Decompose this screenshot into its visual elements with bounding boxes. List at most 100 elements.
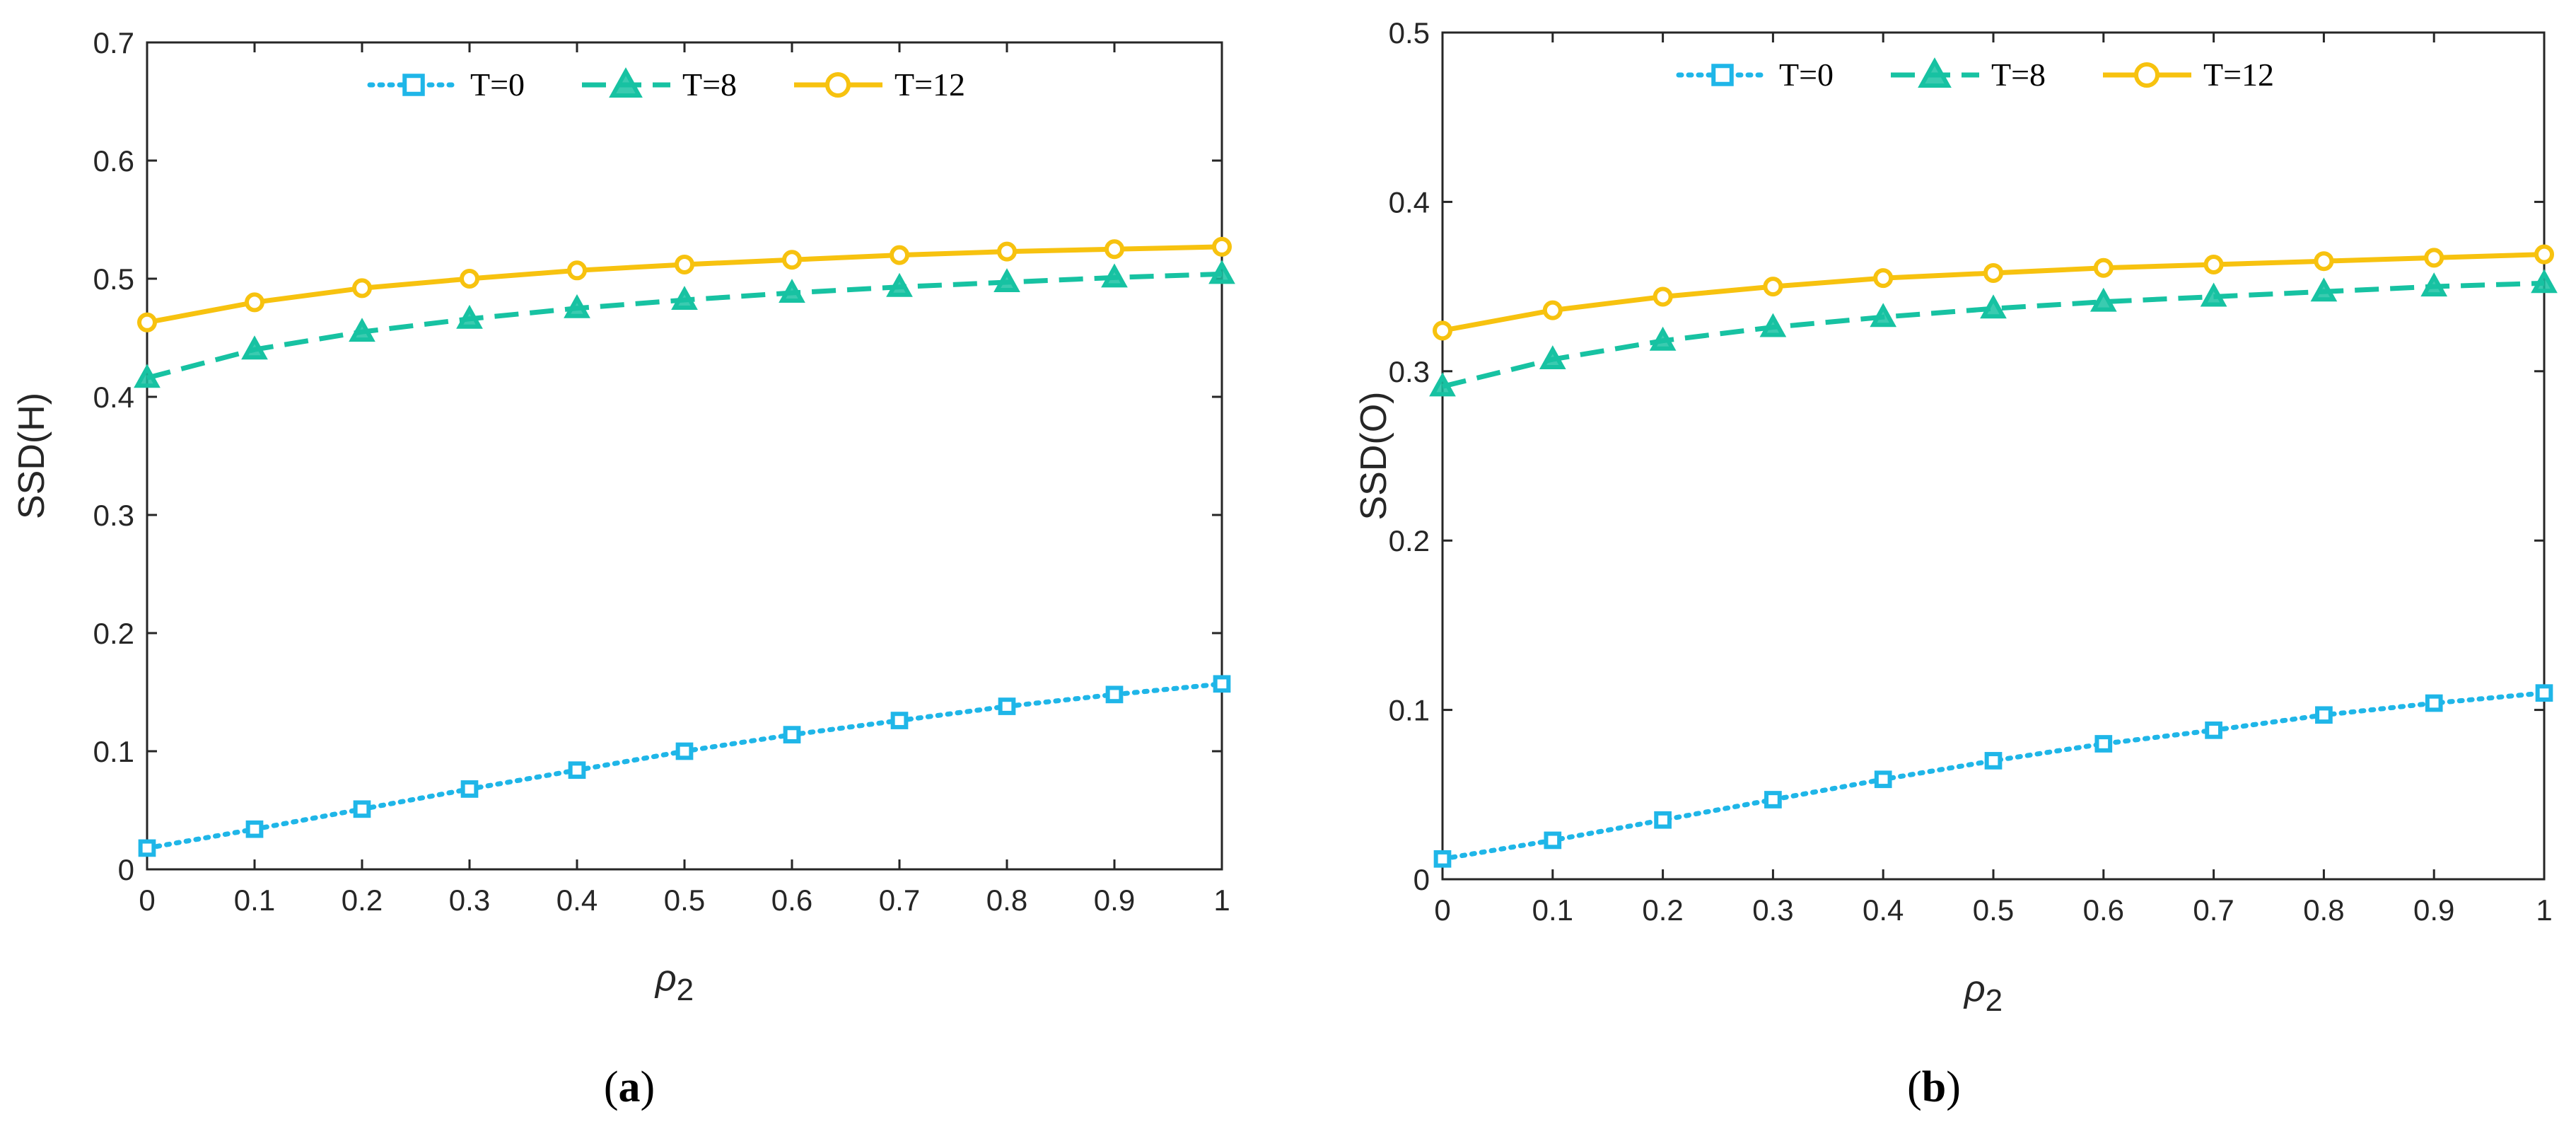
x-tick-label: 0.1 xyxy=(1532,893,1573,927)
y-tick-label: 0.6 xyxy=(93,144,134,178)
x-tick-label: 0.8 xyxy=(986,883,1027,917)
data-point xyxy=(1653,286,1673,307)
data-point xyxy=(2093,257,2114,278)
data-point xyxy=(2314,251,2334,272)
data-point xyxy=(2535,684,2553,702)
data-point xyxy=(886,272,913,297)
x-tick-label: 0.6 xyxy=(771,883,812,917)
y-tick-label: 0.4 xyxy=(93,381,134,414)
legend-label: T=12 xyxy=(2203,57,2274,93)
data-point xyxy=(2534,244,2554,265)
legend-label: T=0 xyxy=(1779,57,1834,93)
x-tick-label: 0.2 xyxy=(1642,893,1683,927)
legend-label: T=0 xyxy=(470,66,525,103)
data-point xyxy=(1980,294,2007,319)
data-point xyxy=(671,286,698,311)
data-point xyxy=(1654,811,1672,829)
data-point xyxy=(1433,320,1452,341)
data-point xyxy=(1101,263,1128,288)
data-point xyxy=(349,318,375,342)
data-point xyxy=(353,800,371,818)
x-tick-label: 0.2 xyxy=(342,883,383,917)
data-point xyxy=(890,245,909,265)
y-tick-label: 0.2 xyxy=(93,617,134,650)
data-point xyxy=(1544,831,1562,850)
legend: T=0 T=8 T=12 xyxy=(367,66,965,103)
data-point xyxy=(2310,277,2338,302)
x-tick-label: 0.5 xyxy=(1973,893,2014,927)
y-tick-label: 0.3 xyxy=(1389,355,1430,388)
data-point xyxy=(782,250,802,270)
data-point xyxy=(1873,268,1894,289)
data-point xyxy=(1649,326,1677,351)
data-point xyxy=(675,742,694,760)
y-axis-label: SSD(O) xyxy=(1353,392,1394,521)
x-tick-label: 0.6 xyxy=(2083,893,2124,927)
x-tick-label: 0 xyxy=(1434,893,1450,927)
legend-marker xyxy=(825,72,851,98)
data-point xyxy=(2203,254,2224,274)
data-point xyxy=(1983,262,2003,283)
legend-marker xyxy=(402,74,425,96)
x-tick-label: 0.7 xyxy=(879,883,920,917)
y-tick-label: 0.5 xyxy=(1389,16,1430,50)
plot-area xyxy=(1441,31,2546,881)
data-point xyxy=(1208,260,1235,284)
data-point xyxy=(245,820,264,838)
legend-marker xyxy=(1711,64,1734,86)
data-point xyxy=(2205,721,2222,739)
legend-label: T=8 xyxy=(682,66,737,103)
data-point xyxy=(134,364,161,388)
x-tick-label: 0.7 xyxy=(2193,893,2234,927)
legend-marker xyxy=(1918,57,1952,88)
data-point xyxy=(1429,372,1456,397)
data-point xyxy=(2425,694,2443,712)
y-tick-label: 0.5 xyxy=(93,262,134,296)
y-tick-label: 0.1 xyxy=(93,735,134,768)
data-point xyxy=(2424,248,2444,268)
x-tick-label: 0.1 xyxy=(234,883,275,917)
data-point xyxy=(1763,277,1783,297)
data-point xyxy=(675,254,694,274)
data-point xyxy=(137,312,157,332)
data-point xyxy=(2531,269,2558,294)
legend-marker xyxy=(609,67,643,98)
data-point xyxy=(241,335,268,360)
data-point xyxy=(1870,303,1897,328)
data-point xyxy=(567,260,587,281)
caption-a: (a) xyxy=(604,1063,655,1111)
x-tick-label: 0.3 xyxy=(449,883,490,917)
x-tick-label: 1 xyxy=(2536,893,2552,927)
data-point xyxy=(1539,345,1566,370)
data-point xyxy=(890,712,909,729)
data-point xyxy=(2420,272,2448,297)
plot-area xyxy=(146,41,1223,871)
x-axis-label: ρ2 xyxy=(1963,968,2003,1018)
y-tick-label: 0.3 xyxy=(93,499,134,532)
data-point xyxy=(779,279,805,303)
data-point xyxy=(2200,282,2227,307)
x-axis-label: ρ2 xyxy=(654,958,694,1007)
data-point xyxy=(1542,300,1563,320)
data-point xyxy=(1105,239,1124,260)
y-tick-label: 0.1 xyxy=(1389,694,1430,727)
data-point xyxy=(997,241,1017,262)
data-point xyxy=(352,278,372,299)
data-point xyxy=(564,294,590,318)
panel-b: 0 0.1 0.2 0.3 0.4 0.5 0.6 0.7 0.8 0.9 1 0 0.1 0.2 0.3 0… xyxy=(1353,16,2558,1018)
data-point xyxy=(783,726,801,743)
x-tick-label: 0.3 xyxy=(1752,893,1793,927)
data-point xyxy=(993,268,1020,293)
x-tick-label: 0.9 xyxy=(1094,883,1135,917)
x-tick-label: 0 xyxy=(139,883,155,917)
x-tick-label: 0.4 xyxy=(1863,893,1904,927)
data-point xyxy=(1433,850,1452,868)
data-point xyxy=(1213,675,1231,693)
x-tick-label: 0.4 xyxy=(556,883,598,917)
data-point xyxy=(998,697,1016,715)
legend-label: T=8 xyxy=(1991,57,2046,93)
data-point xyxy=(1764,791,1782,809)
x-tick-label: 0.9 xyxy=(2413,893,2454,927)
data-point xyxy=(1984,752,2003,770)
